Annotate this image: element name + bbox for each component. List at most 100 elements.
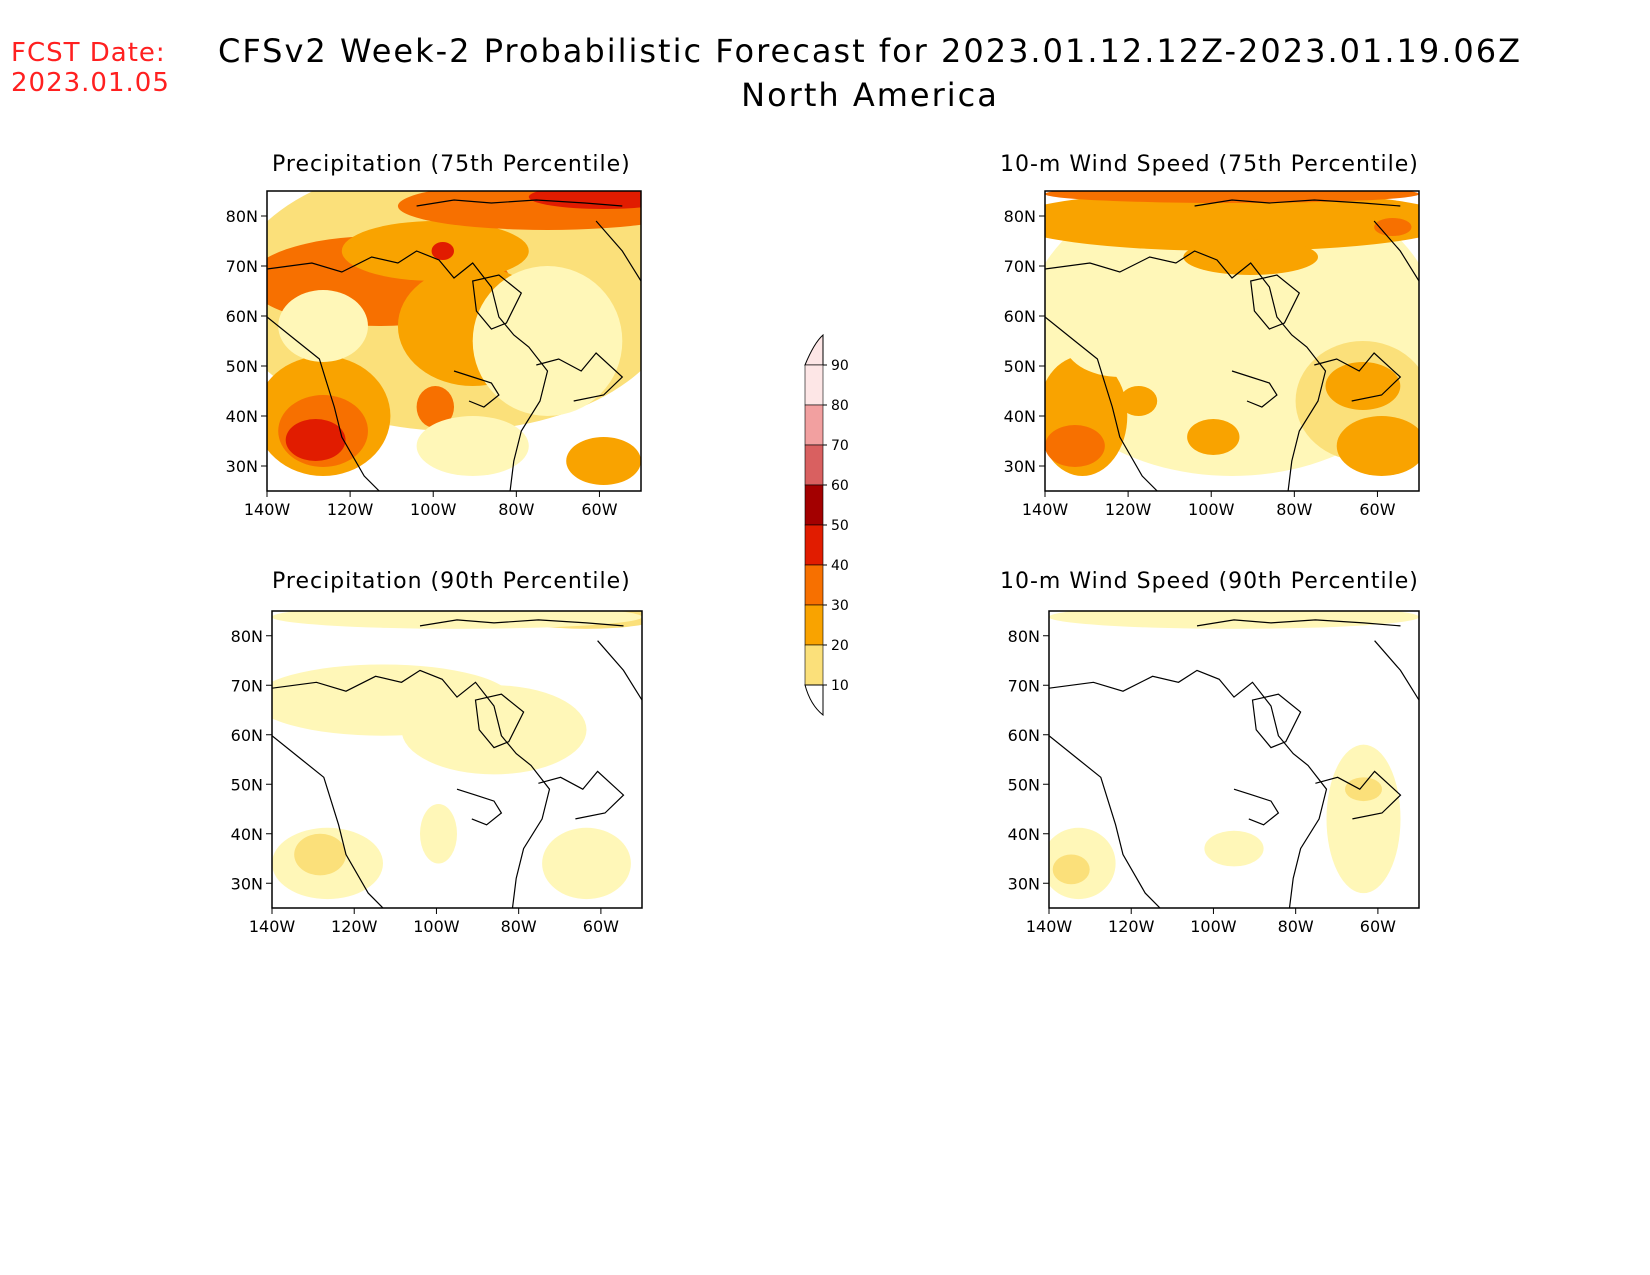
coastline bbox=[536, 352, 624, 402]
panel-title-wind-75: 10-m Wind Speed (75th Percentile) bbox=[1000, 152, 1419, 177]
lon-tick-label: 100W bbox=[1190, 917, 1237, 936]
lon-tick-label: 120W bbox=[1108, 917, 1155, 936]
map-frame bbox=[1048, 610, 1420, 909]
forecast-date-label: FCST Date: 2023.01.05 bbox=[11, 38, 170, 98]
shading-region bbox=[1183, 239, 1319, 275]
lon-tick-label: 60W bbox=[1359, 500, 1395, 519]
map-frame bbox=[271, 610, 643, 909]
shading-region bbox=[1045, 191, 1419, 251]
coastline bbox=[456, 788, 503, 826]
lon-tick-label: 100W bbox=[410, 500, 457, 519]
colorbar-label: 90 bbox=[831, 358, 849, 374]
coastline bbox=[1233, 788, 1280, 826]
colorbar-swatch bbox=[804, 444, 824, 486]
coastline bbox=[419, 619, 624, 627]
shading-region bbox=[272, 611, 642, 629]
map-frame bbox=[1044, 190, 1420, 492]
lat-tick-label: 70N bbox=[231, 676, 263, 695]
lat-tick-label: 60N bbox=[231, 726, 263, 745]
coastline bbox=[453, 370, 500, 408]
main-title: CFSv2 Week-2 Probabilistic Forecast for … bbox=[217, 32, 1523, 70]
region-subtitle: North America bbox=[741, 76, 999, 114]
shading-region bbox=[397, 191, 641, 230]
shading-region bbox=[1336, 416, 1419, 476]
coastline bbox=[267, 316, 380, 491]
lon-tick-label: 80W bbox=[1276, 500, 1312, 519]
map-frame bbox=[266, 190, 642, 492]
coastline bbox=[416, 199, 623, 207]
shading-region bbox=[1325, 362, 1401, 410]
lon-tick-label: 140W bbox=[244, 500, 291, 519]
colorbar-label: 60 bbox=[831, 478, 849, 494]
coastline bbox=[1049, 735, 1161, 908]
lat-tick-label: 60N bbox=[1008, 726, 1040, 745]
lon-tick-label: 120W bbox=[327, 500, 374, 519]
shading-region bbox=[285, 419, 346, 461]
lat-tick-label: 30N bbox=[226, 457, 258, 476]
shading-region bbox=[401, 685, 587, 775]
colorbar-label: 40 bbox=[831, 558, 849, 574]
coastline bbox=[474, 693, 525, 749]
shading-region bbox=[1119, 386, 1158, 416]
colorbar-bottom-tip bbox=[804, 684, 824, 717]
lon-tick-label: 80W bbox=[498, 500, 534, 519]
shading-region bbox=[542, 827, 631, 900]
lon-tick-label: 140W bbox=[1022, 500, 1069, 519]
lat-tick-label: 50N bbox=[1004, 357, 1036, 376]
lat-tick-label: 40N bbox=[226, 407, 258, 426]
coastline bbox=[1374, 640, 1419, 701]
coastline bbox=[595, 220, 641, 282]
colorbar-label: 80 bbox=[831, 398, 849, 414]
colorbar-swatch bbox=[804, 604, 824, 646]
colorbar-swatch bbox=[804, 644, 824, 686]
map-wind-90: 80N 70N 60N 50N 40N 30N 140W 120W 100W 80W 60W bbox=[1008, 610, 1420, 936]
colorbar-swatch bbox=[804, 484, 824, 526]
lat-tick-label: 70N bbox=[1004, 257, 1036, 276]
coastline bbox=[1250, 274, 1301, 330]
lon-tick-label: 100W bbox=[413, 917, 460, 936]
shading-region bbox=[1045, 191, 1419, 203]
colorbar: 10 20 30 40 50 60 70 80 90 bbox=[804, 333, 849, 717]
lat-tick-label: 50N bbox=[1008, 775, 1040, 794]
lat-tick-label: 50N bbox=[231, 775, 263, 794]
colorbar-swatch bbox=[804, 564, 824, 606]
shading-region bbox=[278, 290, 368, 362]
lat-tick-label: 80N bbox=[1008, 627, 1040, 646]
lon-tick-label: 60W bbox=[583, 917, 619, 936]
lat-tick-label: 80N bbox=[1004, 207, 1036, 226]
coastline bbox=[272, 735, 384, 908]
coastline bbox=[538, 770, 625, 820]
panel-title-precip-75: Precipitation (75th Percentile) bbox=[272, 152, 631, 177]
shading-region bbox=[566, 437, 641, 485]
colorbar-top-tip bbox=[804, 333, 824, 366]
coastline bbox=[272, 669, 551, 908]
coastline bbox=[1231, 370, 1278, 408]
shading-region bbox=[294, 833, 346, 876]
lat-tick-label: 60N bbox=[1004, 307, 1036, 326]
lon-tick-label: 100W bbox=[1188, 500, 1235, 519]
lat-tick-label: 70N bbox=[226, 257, 258, 276]
panel-title-wind-90: 10-m Wind Speed (90th Percentile) bbox=[1000, 569, 1419, 594]
lat-tick-label: 30N bbox=[1004, 457, 1036, 476]
coastline bbox=[267, 250, 549, 491]
coastline bbox=[1373, 220, 1419, 282]
coastline bbox=[472, 274, 523, 330]
colorbar-swatch bbox=[804, 364, 824, 406]
colorbar-label: 30 bbox=[831, 598, 849, 614]
lat-tick-label: 50N bbox=[226, 357, 258, 376]
lat-tick-label: 80N bbox=[231, 627, 263, 646]
lat-tick-label: 80N bbox=[226, 207, 258, 226]
shading-region bbox=[472, 266, 623, 416]
shading-region bbox=[416, 386, 454, 428]
lat-tick-label: 30N bbox=[231, 874, 263, 893]
lat-tick-label: 30N bbox=[1008, 874, 1040, 893]
lat-tick-label: 70N bbox=[1008, 676, 1040, 695]
shading-region bbox=[416, 416, 529, 476]
shading-region bbox=[431, 242, 454, 260]
lat-tick-label: 40N bbox=[1004, 407, 1036, 426]
coastline bbox=[597, 640, 642, 701]
coastline bbox=[1314, 352, 1402, 402]
coastline bbox=[1251, 693, 1302, 749]
lon-tick-label: 140W bbox=[249, 917, 296, 936]
colorbar-label: 10 bbox=[831, 678, 849, 694]
